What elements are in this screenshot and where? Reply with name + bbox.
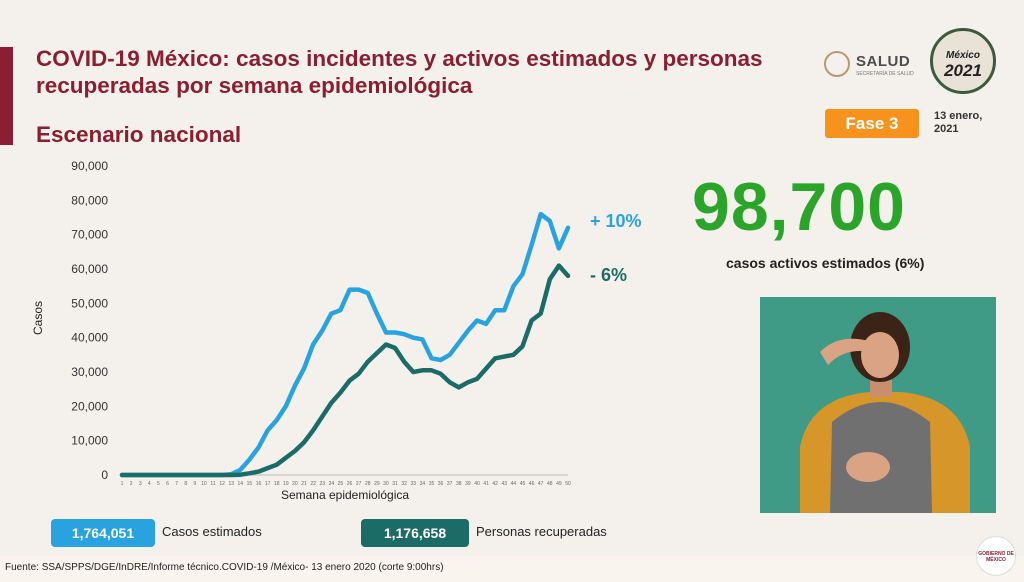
x-tick-label: 1 [121, 481, 124, 487]
x-tick-label: 23 [319, 481, 325, 487]
x-tick-label: 48 [547, 481, 553, 487]
x-tick-label: 2 [130, 481, 133, 487]
x-tick-label: 44 [511, 481, 517, 487]
x-tick-label: 5 [157, 481, 160, 487]
cases-line-chart: 0 10,000 20,000 30,000 40,000 50,000 60,000 70,… [31, 159, 571, 502]
recuperadas-total-label: Personas recuperadas [476, 524, 607, 539]
y-tick-label: 20,000 [71, 399, 108, 413]
x-tick-label: 6 [166, 481, 169, 487]
salud-logo-word: SALUD [856, 53, 911, 70]
x-tick-label: 46 [529, 481, 535, 487]
x-tick-label: 17 [265, 481, 271, 487]
x-tick-label: 27 [356, 481, 362, 487]
gobierno-logo-text: GOBIERNO DE MÉXICO [978, 551, 1014, 563]
chart-series [119, 211, 571, 478]
x-tick-label: 10 [201, 481, 207, 487]
x-tick-label: 33 [410, 481, 416, 487]
recuperadas-total-badge: 1,176,658 [361, 519, 469, 547]
gobierno-logo: GOBIERNO DE MÉXICO [976, 536, 1016, 576]
x-tick-label: 4 [148, 481, 151, 487]
x-tick-label: 39 [465, 481, 471, 487]
y-tick-label: 0 [101, 468, 108, 482]
x-tick-label: 50 [565, 481, 571, 487]
source-note: Fuente: SSA/SPPS/DGE/InDRE/Informe técni… [5, 562, 444, 573]
title-accent-bar [0, 47, 13, 145]
y-tick-label: 50,000 [71, 296, 108, 310]
y-tick-label: 90,000 [71, 159, 108, 173]
x-tick-label: 29 [374, 481, 380, 487]
y-tick-label: 60,000 [71, 262, 108, 276]
x-tick-label: 16 [256, 481, 262, 487]
series-line-casos-estimados [119, 211, 571, 478]
active-cases-label: casos activos estimados (6%) [726, 255, 925, 271]
x-tick-label: 38 [456, 481, 462, 487]
logo-mexico-text: México [946, 50, 980, 61]
estimados-change: + 10% [590, 211, 642, 231]
x-tick-label: 7 [175, 481, 178, 487]
x-tick-label: 19 [283, 481, 289, 487]
logo-year-text: 2021 [944, 61, 982, 80]
x-tick-label: 25 [338, 481, 344, 487]
x-tick-label: 12 [219, 481, 225, 487]
x-tick-label: 35 [429, 481, 435, 487]
y-axis: 0 10,000 20,000 30,000 40,000 50,000 60,000 70,… [71, 159, 108, 482]
estimados-total-badge: 1,764,051 [51, 519, 155, 547]
estimados-total-label: Casos estimados [162, 524, 262, 539]
y-tick-label: 30,000 [71, 365, 108, 379]
x-tick-label: 3 [139, 481, 142, 487]
x-tick-label: 11 [210, 481, 215, 487]
active-cases-value: 98,700 [692, 169, 906, 245]
phase-badge: Fase 3 [825, 109, 919, 138]
x-tick-label: 8 [184, 481, 187, 487]
x-tick-label: 22 [310, 481, 316, 487]
x-tick-label: 20 [292, 481, 298, 487]
sign-language-interpreter-video [760, 297, 996, 513]
x-tick-label: 45 [520, 481, 526, 487]
y-axis-label: Casos [31, 301, 45, 335]
x-tick-label: 32 [401, 481, 407, 487]
x-tick-label: 13 [228, 481, 234, 487]
x-tick-label: 41 [483, 481, 489, 487]
x-tick-label: 47 [538, 481, 544, 487]
x-tick-label: 37 [447, 481, 453, 487]
recuperadas-change: - 6% [590, 265, 628, 285]
x-tick-label: 14 [238, 481, 244, 487]
y-tick-label: 10,000 [71, 434, 108, 448]
x-tick-label: 28 [365, 481, 371, 487]
x-tick-label: 26 [347, 481, 353, 487]
x-tick-label: 18 [274, 481, 280, 487]
x-tick-label: 42 [492, 481, 498, 487]
report-date: 13 enero, 2021 [934, 110, 983, 135]
mexico-2021-logo: México 2021 [930, 28, 996, 94]
footer-bar: Fuente: SSA/SPPS/DGE/InDRE/Informe técni… [0, 556, 1024, 582]
x-tick-label: 31 [392, 481, 398, 487]
x-tick-label: 49 [556, 481, 562, 487]
x-tick-label: 9 [193, 481, 196, 487]
x-tick-label: 24 [329, 481, 335, 487]
y-tick-label: 80,000 [71, 193, 108, 207]
page-subtitle: Escenario nacional [36, 122, 242, 147]
national-emblem-icon [824, 51, 850, 77]
x-tick-label: 36 [438, 481, 444, 487]
page-title: COVID-19 México: casos incidentes y acti… [36, 46, 763, 98]
y-tick-label: 40,000 [71, 331, 108, 345]
series-line-personas-recuperadas [119, 263, 571, 478]
y-tick-label: 70,000 [71, 228, 108, 242]
x-tick-label: 21 [301, 481, 307, 487]
x-axis-label: Semana epidemiológica [281, 488, 409, 502]
x-tick-label: 34 [420, 481, 426, 487]
x-tick-label: 43 [502, 481, 508, 487]
x-tick-label: 15 [247, 481, 253, 487]
x-tick-label: 30 [383, 481, 389, 487]
interpreter-figure [800, 312, 970, 513]
salud-logo-subtitle: SECRETARÍA DE SALUD [856, 71, 914, 77]
x-axis: 1 2 3 4 5 6 7 8 9 10 11 12 13 14 15 16 17 18 19 20 21 22 23 24 2… [121, 474, 571, 487]
x-tick-label: 40 [474, 481, 480, 487]
salud-logo: SALUD SECRETARÍA DE SALUD [824, 51, 920, 81]
